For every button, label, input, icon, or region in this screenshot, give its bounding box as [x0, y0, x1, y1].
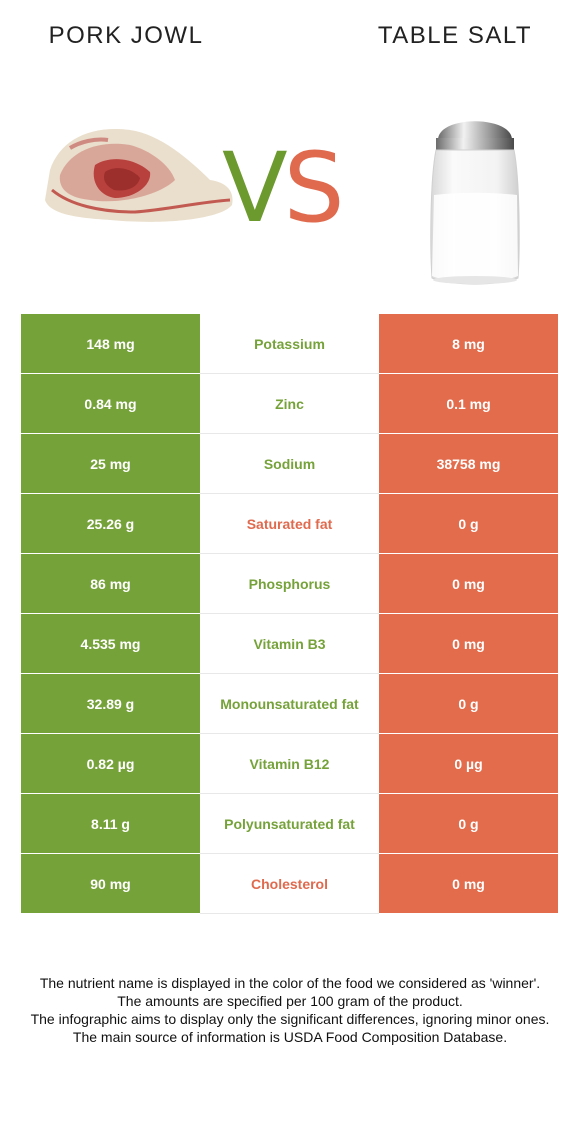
- versus-s: S: [283, 132, 345, 244]
- table-row: 25.26 g Saturated fat 0 g: [21, 493, 558, 554]
- left-value-cell: 0.82 µg: [21, 733, 200, 794]
- table-row: 0.82 µg Vitamin B12 0 µg: [21, 733, 558, 794]
- nutrient-name-cell: Vitamin B3: [200, 613, 379, 674]
- table-row: 4.535 mg Vitamin B3 0 mg: [21, 613, 558, 674]
- right-value-cell: 8 mg: [379, 314, 558, 374]
- left-value-cell: 0.84 mg: [21, 373, 200, 434]
- table-row: 25 mg Sodium 38758 mg: [21, 433, 558, 494]
- right-value-cell: 0 g: [379, 673, 558, 734]
- left-value-cell: 25.26 g: [21, 493, 200, 554]
- table-row: 0.84 mg Zinc 0.1 mg: [21, 373, 558, 434]
- table-row: 90 mg Cholesterol 0 mg: [21, 853, 558, 914]
- right-value-cell: 0 mg: [379, 613, 558, 674]
- left-value-cell: 90 mg: [21, 853, 200, 914]
- salt-shaker-image: [430, 121, 520, 285]
- left-value-cell: 148 mg: [21, 314, 200, 374]
- table-row: 8.11 g Polyunsaturated fat 0 g: [21, 793, 558, 854]
- right-value-cell: 0 g: [379, 793, 558, 854]
- left-food-title: PORK JOWL: [48, 22, 204, 49]
- nutrient-name-cell: Polyunsaturated fat: [200, 793, 379, 854]
- table-row: 86 mg Phosphorus 0 mg: [21, 553, 558, 614]
- left-value-cell: 4.535 mg: [21, 613, 200, 674]
- versus-v: V: [222, 132, 288, 244]
- footer-line-amounts: The amounts are specified per 100 gram o…: [117, 993, 463, 1009]
- nutrient-name-cell: Saturated fat: [200, 493, 379, 554]
- right-value-cell: 0 g: [379, 493, 558, 554]
- pork-jowl-image: [45, 129, 233, 222]
- right-value-cell: 0 µg: [379, 733, 558, 794]
- nutrient-name-cell: Zinc: [200, 373, 379, 434]
- footer-line-winner: The nutrient name is displayed in the co…: [39, 975, 541, 991]
- footer-line-aims: The infographic aims to display only the…: [30, 1011, 550, 1027]
- table-row: 32.89 g Monounsaturated fat 0 g: [21, 673, 558, 734]
- left-value-cell: 8.11 g: [21, 793, 200, 854]
- table-row: 148 mg Potassium 8 mg: [21, 314, 558, 374]
- versus-label: VS: [222, 140, 345, 236]
- left-value-cell: 32.89 g: [21, 673, 200, 734]
- nutrient-name-cell: Sodium: [200, 433, 379, 494]
- nutrient-name-cell: Vitamin B12: [200, 733, 379, 794]
- right-value-cell: 0.1 mg: [379, 373, 558, 434]
- comparison-table: 148 mg Potassium 8 mg 0.84 mg Zinc 0.1 mg 25 m…: [21, 314, 558, 914]
- nutrient-name-cell: Potassium: [200, 314, 379, 374]
- footer-line-source: The main source of information is USDA F…: [72, 1029, 508, 1045]
- right-value-cell: 38758 mg: [379, 433, 558, 494]
- nutrient-name-cell: Monounsaturated fat: [200, 673, 379, 734]
- nutrient-name-cell: Cholesterol: [200, 853, 379, 914]
- right-value-cell: 0 mg: [379, 853, 558, 914]
- left-value-cell: 25 mg: [21, 433, 200, 494]
- left-value-cell: 86 mg: [21, 553, 200, 614]
- right-food-title: TABLE SALT: [377, 22, 533, 49]
- footer-notes: The nutrient name is displayed in the co…: [20, 974, 560, 1046]
- nutrient-name-cell: Phosphorus: [200, 553, 379, 614]
- right-value-cell: 0 mg: [379, 553, 558, 614]
